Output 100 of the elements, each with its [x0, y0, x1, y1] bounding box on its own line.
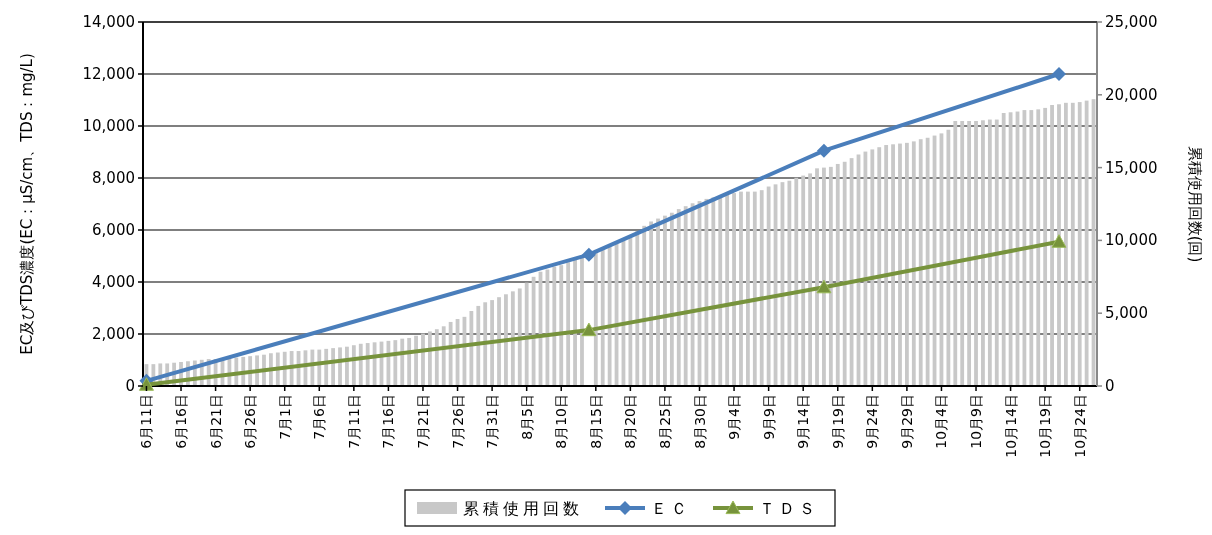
bar	[1029, 110, 1034, 386]
bar	[967, 121, 972, 386]
bar	[759, 190, 764, 386]
bar	[427, 331, 432, 386]
y-tick-label: 2,000	[92, 325, 135, 343]
x-tick-label: 7月11日	[345, 394, 362, 449]
bar	[739, 191, 743, 386]
bar	[981, 120, 985, 386]
bar	[656, 218, 660, 386]
bar	[808, 173, 813, 386]
y-tick-label: 6,000	[92, 221, 135, 239]
legend-label: 累積使用回数	[463, 499, 583, 518]
x-tick-label: 10月9日	[968, 394, 985, 449]
bar	[642, 225, 647, 386]
bar	[490, 300, 495, 386]
y-tick-label: 8,000	[92, 169, 135, 187]
y2-tick-label: 25,000	[1105, 13, 1158, 31]
legend-label: ＴＤＳ	[759, 499, 819, 518]
x-tick-label: 10月19日	[1037, 394, 1054, 458]
x-tick-label: 9月4日	[726, 394, 743, 440]
point	[138, 377, 154, 391]
bar	[504, 294, 508, 386]
x-tick-label: 9月24日	[864, 394, 881, 449]
y2-tick-label: 10,000	[1105, 231, 1158, 250]
point	[581, 247, 596, 262]
bar	[725, 194, 730, 386]
y-axis-title: EC及びTDS濃度(EC：μS/cm、TDS：mg/L)	[18, 53, 36, 355]
bar	[559, 265, 564, 386]
x-tick-label: 9月19日	[829, 394, 846, 449]
x-tick-label: 6月11日	[138, 394, 155, 449]
y2-axis-title: 累積使用回数(回)	[1186, 145, 1204, 263]
x-tick-label: 8月25日	[656, 394, 673, 449]
bar	[974, 121, 978, 386]
bar	[669, 212, 674, 386]
x-tick-label: 6月26日	[242, 394, 259, 449]
bar	[870, 149, 875, 386]
bar	[835, 163, 840, 386]
y-tick-label: 12,000	[82, 65, 135, 83]
x-tick-label: 7月21日	[414, 394, 431, 449]
bar	[1036, 109, 1041, 386]
y-tick-label: 10,000	[82, 117, 135, 135]
x-tick-label: 10月4日	[933, 394, 950, 449]
bar	[600, 247, 605, 386]
point	[816, 143, 831, 158]
x-tick-label: 7月1日	[276, 394, 293, 440]
x-tick-label: 9月14日	[795, 394, 812, 449]
bar	[994, 119, 999, 386]
point	[1051, 234, 1067, 248]
x-tick-label: 7月31日	[484, 394, 501, 449]
x-tick-label: 6月16日	[173, 394, 190, 449]
bar	[441, 326, 446, 386]
bar	[953, 121, 958, 386]
bar	[510, 291, 515, 386]
bar	[766, 186, 771, 386]
x-tick-label: 10月24日	[1071, 394, 1088, 458]
bar	[828, 166, 833, 386]
bar	[663, 215, 667, 386]
bar	[877, 147, 882, 386]
bar	[552, 266, 557, 386]
bar	[1077, 102, 1082, 386]
bar	[400, 338, 405, 386]
bar	[476, 305, 481, 386]
x-tick-label: 7月16日	[380, 394, 397, 449]
y-tick-label: 0	[125, 377, 135, 395]
bar	[801, 175, 806, 386]
bar	[842, 161, 847, 386]
bar	[351, 345, 356, 386]
y2-tick-label: 15,000	[1105, 158, 1158, 177]
point	[581, 322, 597, 337]
bar	[434, 329, 439, 386]
x-tick-label: 6月21日	[207, 394, 224, 449]
bar	[987, 119, 992, 386]
bar	[787, 180, 792, 386]
bar	[898, 143, 902, 386]
x-tick-label: 9月9日	[760, 394, 777, 440]
bar	[580, 255, 584, 386]
bar	[1084, 100, 1089, 386]
x-tick-label: 8月5日	[518, 394, 535, 440]
bar	[946, 129, 951, 386]
bar	[649, 221, 654, 386]
bar	[365, 343, 370, 386]
bar	[925, 137, 930, 386]
bar	[745, 191, 750, 386]
x-tick-label: 7月6日	[311, 394, 328, 440]
bar	[421, 333, 425, 386]
bar	[676, 209, 681, 386]
bar	[628, 236, 633, 386]
bar	[635, 230, 640, 386]
bar	[448, 321, 453, 386]
bar	[345, 346, 349, 386]
bar	[573, 258, 577, 386]
y-tick-label: 4,000	[92, 273, 135, 291]
bar	[469, 311, 474, 386]
bar	[1063, 102, 1068, 386]
point	[1051, 67, 1066, 81]
x-tick-label: 8月10日	[553, 394, 570, 449]
bar	[1043, 107, 1048, 386]
x-tick-label: 9月29日	[898, 394, 915, 449]
legend-label: ＥＣ	[651, 499, 691, 518]
bar	[752, 191, 757, 386]
